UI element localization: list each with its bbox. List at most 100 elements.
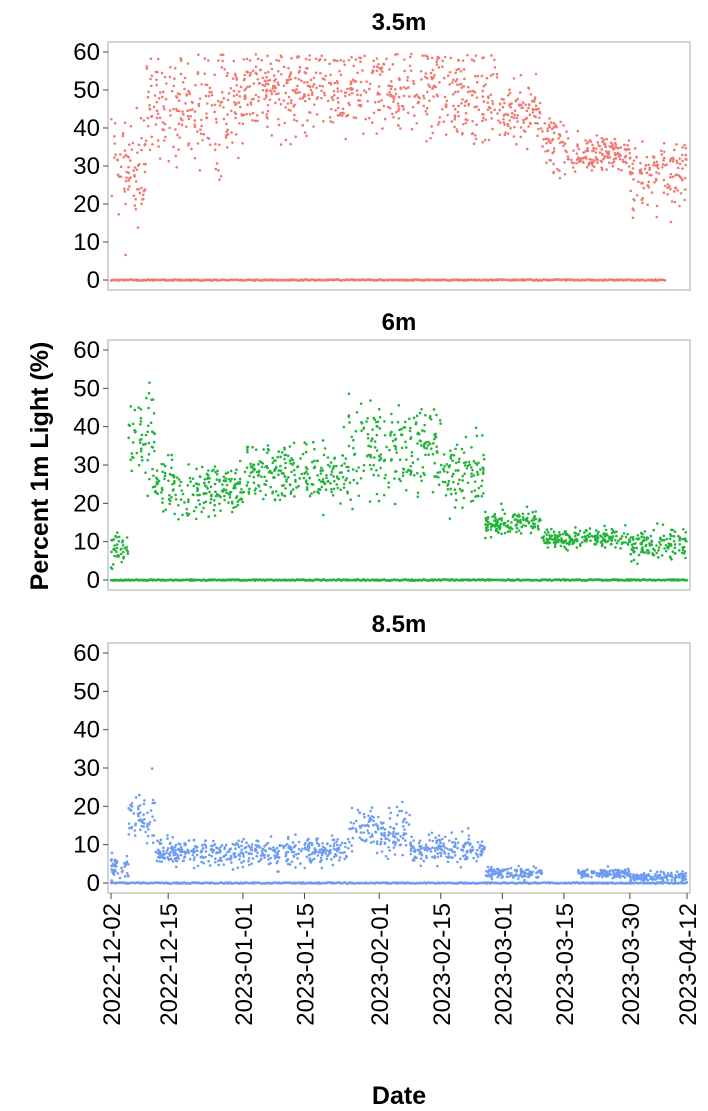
data-point bbox=[161, 856, 164, 859]
data-point bbox=[399, 433, 403, 436]
data-point bbox=[142, 813, 145, 816]
data-point bbox=[392, 100, 395, 103]
plot-frame bbox=[107, 642, 691, 894]
data-point bbox=[141, 193, 145, 197]
data-point bbox=[144, 162, 147, 166]
data-point bbox=[284, 487, 287, 490]
data-point bbox=[308, 494, 312, 498]
data-point bbox=[163, 474, 167, 478]
data-point bbox=[192, 484, 196, 488]
data-point bbox=[452, 453, 456, 457]
data-point bbox=[661, 163, 665, 166]
data-point bbox=[355, 410, 359, 414]
data-point bbox=[416, 495, 420, 499]
data-point bbox=[648, 168, 651, 171]
data-point bbox=[341, 454, 345, 457]
data-point bbox=[623, 148, 627, 151]
data-point bbox=[170, 89, 174, 93]
data-point bbox=[131, 441, 135, 444]
data-point bbox=[457, 67, 461, 71]
data-point bbox=[209, 501, 212, 505]
data-point bbox=[371, 69, 375, 72]
data-point bbox=[557, 531, 561, 534]
data-point bbox=[394, 447, 398, 451]
data-point bbox=[347, 414, 351, 417]
data-point bbox=[234, 133, 238, 136]
data-point bbox=[504, 131, 507, 134]
data-point bbox=[233, 72, 237, 76]
data-point bbox=[682, 552, 686, 555]
data-point bbox=[412, 79, 415, 83]
data-point bbox=[238, 477, 242, 481]
data-point bbox=[195, 853, 199, 857]
data-point bbox=[174, 865, 178, 869]
data-point bbox=[551, 137, 555, 141]
data-point bbox=[313, 447, 316, 451]
data-point bbox=[187, 117, 191, 121]
data-point bbox=[435, 445, 439, 448]
data-point bbox=[436, 123, 440, 126]
data-point bbox=[166, 856, 170, 859]
data-point bbox=[379, 826, 382, 830]
data-point bbox=[387, 831, 391, 834]
data-point bbox=[383, 842, 387, 846]
data-point bbox=[406, 111, 410, 115]
data-point bbox=[146, 494, 150, 498]
data-point bbox=[343, 462, 346, 465]
data-point bbox=[354, 429, 358, 433]
data-point bbox=[286, 81, 289, 84]
data-point bbox=[489, 528, 493, 531]
data-point bbox=[531, 111, 535, 114]
data-point bbox=[672, 157, 675, 161]
data-point bbox=[238, 121, 241, 125]
data-point bbox=[431, 490, 435, 494]
data-point bbox=[184, 852, 187, 855]
data-point bbox=[476, 840, 480, 844]
data-point bbox=[263, 97, 266, 101]
data-point bbox=[212, 498, 216, 502]
y-tick-label: 20 bbox=[73, 191, 100, 218]
data-point bbox=[375, 851, 379, 855]
data-point bbox=[419, 864, 423, 868]
data-point bbox=[589, 539, 592, 542]
data-point bbox=[153, 801, 157, 805]
data-point bbox=[171, 836, 175, 839]
data-point bbox=[470, 490, 474, 494]
data-point bbox=[344, 845, 347, 849]
data-point bbox=[245, 850, 248, 854]
data-point bbox=[207, 859, 210, 863]
y-tick-label: 50 bbox=[73, 77, 100, 104]
data-point bbox=[269, 861, 272, 865]
data-point bbox=[142, 443, 145, 446]
data-point bbox=[282, 99, 286, 102]
data-point bbox=[453, 125, 456, 129]
data-point bbox=[372, 823, 375, 827]
data-point bbox=[513, 125, 516, 129]
data-point bbox=[409, 847, 413, 850]
data-point bbox=[455, 68, 459, 72]
data-point bbox=[428, 85, 432, 89]
data-point bbox=[596, 141, 600, 144]
data-point bbox=[673, 546, 677, 550]
data-point bbox=[393, 433, 396, 437]
data-point bbox=[631, 216, 635, 220]
data-point bbox=[113, 156, 116, 159]
data-point bbox=[640, 547, 644, 551]
data-point bbox=[230, 861, 233, 864]
data-point bbox=[671, 160, 675, 163]
data-point bbox=[308, 857, 311, 860]
data-point bbox=[456, 482, 460, 486]
data-point bbox=[408, 429, 412, 433]
data-point bbox=[335, 59, 339, 63]
data-point bbox=[125, 854, 129, 858]
data-point bbox=[149, 421, 153, 425]
data-point bbox=[235, 83, 239, 87]
data-point bbox=[204, 850, 208, 853]
data-point bbox=[559, 120, 562, 124]
data-point bbox=[215, 846, 218, 849]
data-point bbox=[520, 525, 524, 529]
data-point bbox=[552, 131, 556, 135]
y-tick-label: 0 bbox=[87, 567, 100, 594]
data-point bbox=[408, 64, 412, 68]
data-point bbox=[193, 123, 196, 126]
